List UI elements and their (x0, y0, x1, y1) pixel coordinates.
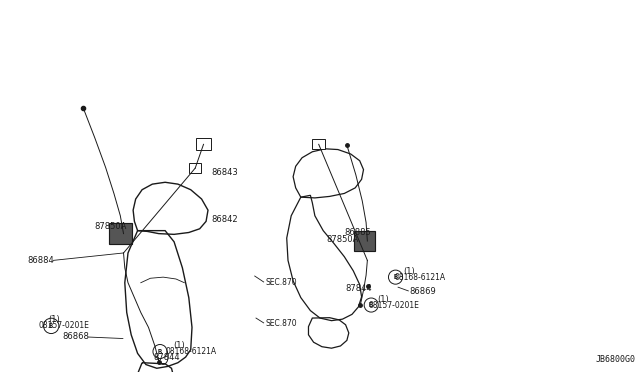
Text: (1): (1) (403, 267, 415, 276)
Text: 86869: 86869 (410, 287, 436, 296)
Circle shape (44, 318, 59, 334)
FancyBboxPatch shape (109, 223, 132, 244)
Text: 86843: 86843 (211, 169, 238, 177)
Text: B: B (158, 349, 162, 355)
Text: (1): (1) (378, 295, 389, 304)
Text: 87844: 87844 (154, 353, 180, 362)
Text: 08168-6121A: 08168-6121A (394, 273, 445, 282)
Text: SEC.870: SEC.870 (266, 278, 297, 287)
FancyBboxPatch shape (354, 231, 376, 251)
Circle shape (364, 298, 378, 312)
Text: 86842: 86842 (211, 215, 238, 224)
Text: 08168-6121A: 08168-6121A (165, 347, 216, 356)
FancyBboxPatch shape (189, 163, 202, 173)
Text: 08157-0201E: 08157-0201E (369, 301, 419, 310)
Text: 86884: 86884 (27, 256, 54, 265)
Text: 87850A: 87850A (95, 222, 127, 231)
FancyBboxPatch shape (196, 138, 211, 150)
Text: B: B (369, 302, 373, 308)
Text: 86868: 86868 (63, 332, 90, 341)
Text: 86885: 86885 (344, 228, 371, 237)
Text: 87850A: 87850A (326, 235, 359, 244)
Text: 08157-0201E: 08157-0201E (38, 321, 89, 330)
Circle shape (388, 270, 403, 284)
Text: (1): (1) (48, 315, 60, 324)
Text: SEC.870: SEC.870 (266, 319, 297, 328)
Text: (1): (1) (173, 341, 184, 350)
Circle shape (153, 344, 167, 359)
FancyBboxPatch shape (312, 140, 325, 149)
Text: B: B (49, 323, 53, 329)
Text: JB6800G0: JB6800G0 (596, 355, 636, 364)
Text: B: B (394, 274, 397, 280)
Text: 87844: 87844 (346, 284, 372, 293)
